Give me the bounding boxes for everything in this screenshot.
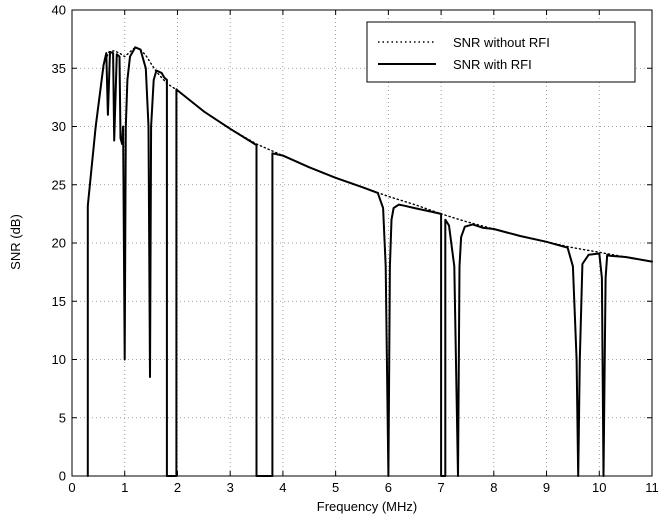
legend: SNR without RFI SNR with RFI bbox=[366, 21, 636, 83]
axis-ticks: 0 1 2 3 4 5 6 7 8 9 10 11 0 5 10 15 20 25 30 35 40 bbox=[52, 3, 659, 496]
x-tick-label: 2 bbox=[174, 480, 181, 495]
x-tick-label: 0 bbox=[68, 480, 75, 495]
x-tick-label: 3 bbox=[227, 480, 234, 495]
y-tick-label: 20 bbox=[52, 236, 66, 251]
series-line-with-rfi bbox=[86, 46, 653, 477]
x-tick-label: 9 bbox=[543, 480, 550, 495]
y-axis-label: SNR (dB) bbox=[8, 214, 23, 270]
y-tick-label: 10 bbox=[52, 352, 66, 367]
x-axis-label: Frequency (MHz) bbox=[317, 499, 417, 514]
legend-box bbox=[366, 21, 636, 83]
x-tick-label: 4 bbox=[279, 480, 286, 495]
x-tick-label: 5 bbox=[332, 480, 339, 495]
legend-label-with-rfi: SNR with RFI bbox=[453, 57, 532, 72]
x-tick-label: 7 bbox=[437, 480, 444, 495]
x-tick-label: 6 bbox=[385, 480, 392, 495]
x-tick-label: 8 bbox=[490, 480, 497, 495]
y-tick-label: 0 bbox=[59, 469, 66, 484]
y-tick-label: 35 bbox=[52, 61, 66, 76]
y-tick-label: 30 bbox=[52, 119, 66, 134]
y-tick-label: 5 bbox=[59, 410, 66, 425]
x-tick-label: 1 bbox=[121, 480, 128, 495]
x-tick-label: 10 bbox=[592, 480, 606, 495]
y-tick-label: 25 bbox=[52, 177, 66, 192]
y-tick-label: 15 bbox=[52, 294, 66, 309]
grid bbox=[72, 10, 652, 476]
x-tick-label: 11 bbox=[645, 480, 659, 495]
y-tick-label: 40 bbox=[52, 3, 66, 18]
legend-label-without-rfi: SNR without RFI bbox=[453, 35, 550, 50]
plot-area bbox=[86, 46, 653, 477]
